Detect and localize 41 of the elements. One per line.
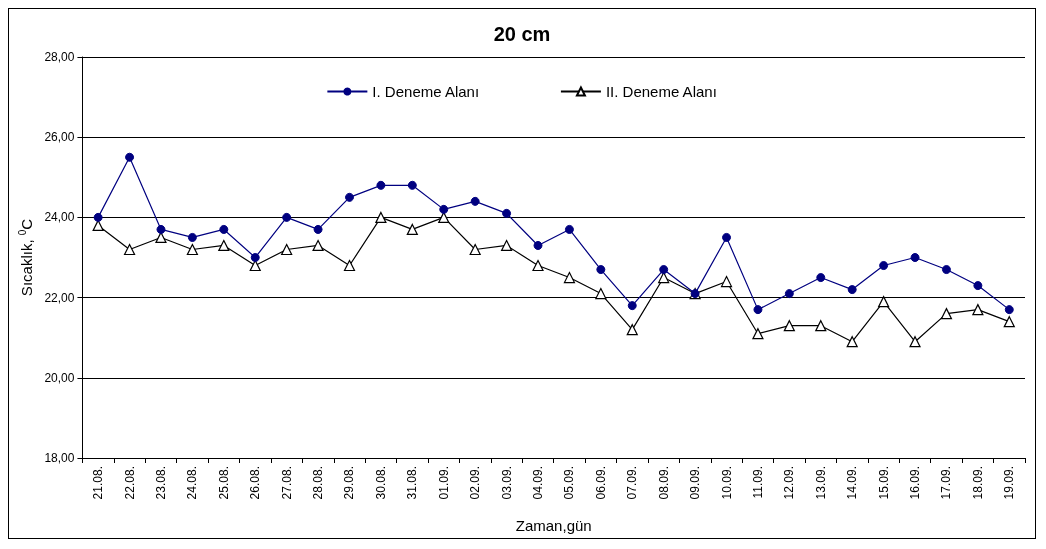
x-tick-label: 01.09.	[436, 466, 451, 500]
x-tick-label: 30.08.	[373, 466, 388, 500]
x-tick-label: 05.09.	[562, 466, 577, 500]
x-tick-label: 13.09.	[813, 466, 828, 500]
x-tick-label: 06.09.	[593, 466, 608, 500]
x-tick-label: 16.09.	[908, 466, 923, 500]
x-tick-label: 10.09.	[719, 466, 734, 500]
x-tick-label: 02.09.	[468, 466, 483, 500]
y-tick-label: 18,00	[44, 451, 75, 465]
x-tick-label: 27.08.	[279, 466, 294, 500]
x-tick-label: 26.08.	[248, 466, 263, 500]
x-tick-label: 24.08.	[185, 466, 200, 500]
y-tick-label: 26,00	[44, 130, 75, 145]
x-tick-label: 22.08.	[122, 466, 137, 500]
legend-label: I. Deneme Alanı	[372, 83, 480, 100]
x-tick-label: 04.09.	[531, 466, 546, 500]
x-tick-label: 19.09.	[1002, 466, 1017, 500]
x-tick-label: 09.09.	[688, 466, 703, 500]
x-tick-label: 25.08.	[216, 466, 231, 500]
x-tick-label: 18.09.	[970, 466, 985, 500]
chart-title: 20 cm	[493, 23, 551, 45]
y-tick-label: 20,00	[44, 370, 75, 385]
x-tick-label: 07.09.	[625, 466, 640, 500]
x-tick-label: 28.08.	[311, 466, 326, 500]
x-tick-label: 21.08.	[91, 466, 106, 500]
y-tick-label: 28,00	[44, 50, 75, 64]
x-tick-label: 15.09.	[876, 466, 891, 500]
legend-label: II. Deneme Alanı	[605, 83, 717, 100]
y-tick-label: 22,00	[44, 290, 75, 305]
y-tick-label: 24,00	[44, 210, 75, 225]
x-tick-label: 14.09.	[845, 466, 860, 500]
x-tick-label: 17.09.	[939, 466, 954, 500]
x-axis-title: Zaman,gün	[515, 517, 592, 534]
x-tick-label: 03.09.	[499, 466, 514, 500]
x-tick-label: 11.09.	[750, 466, 765, 499]
x-tick-label: 29.08.	[342, 466, 357, 500]
x-tick-label: 23.08.	[153, 466, 168, 500]
x-tick-label: 31.08.	[405, 466, 420, 500]
y-axis-title: Sıcaklık, 0C	[16, 218, 35, 297]
x-tick-label: 12.09.	[782, 466, 797, 500]
x-tick-label: 08.09.	[656, 466, 671, 500]
